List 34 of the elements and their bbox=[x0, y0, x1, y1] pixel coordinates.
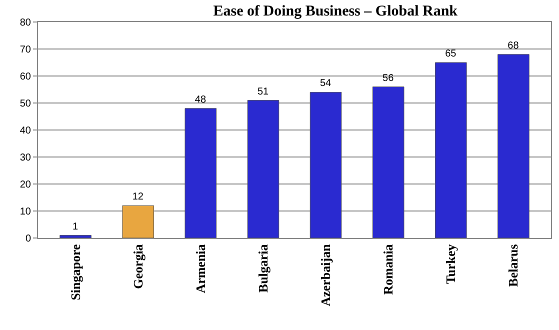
bar bbox=[372, 86, 404, 238]
y-tick-label: 0 bbox=[25, 234, 32, 244]
y-tick-label: 60 bbox=[20, 72, 32, 82]
x-tick-label: Romania bbox=[380, 244, 396, 295]
y-tick-label: 20 bbox=[20, 180, 32, 190]
bar bbox=[247, 100, 280, 238]
x-tick-label: Azerbaijan bbox=[318, 243, 334, 306]
data-label: 65 bbox=[445, 48, 457, 60]
bar bbox=[435, 62, 467, 238]
x-tick-label: Belarus bbox=[506, 244, 521, 287]
data-label: 48 bbox=[194, 94, 206, 106]
bar bbox=[122, 205, 154, 238]
chart-title: Ease of Doing Business – Global Rank bbox=[213, 3, 458, 20]
x-tick-label: Turkey bbox=[443, 244, 458, 284]
y-tick-label: 80 bbox=[20, 18, 32, 28]
x-tick-label: Georgia bbox=[130, 244, 146, 289]
data-label: 12 bbox=[132, 192, 144, 203]
y-tick-label: 10 bbox=[20, 206, 32, 218]
y-tick-label: 30 bbox=[20, 152, 32, 164]
bar bbox=[60, 235, 92, 238]
y-tick-label: 50 bbox=[20, 98, 32, 110]
x-tick-label: Bulgaria bbox=[255, 244, 270, 293]
data-label: 54 bbox=[320, 78, 332, 90]
bar bbox=[498, 54, 530, 238]
bar bbox=[184, 108, 217, 238]
data-label: 1 bbox=[72, 221, 79, 232]
data-label: 51 bbox=[257, 86, 269, 98]
x-tick-label: Singapore bbox=[68, 244, 83, 300]
x-tick-label: Armenia bbox=[192, 244, 208, 294]
y-tick-label: 40 bbox=[20, 126, 32, 136]
data-label: 68 bbox=[508, 40, 520, 52]
bar bbox=[310, 92, 342, 238]
y-tick-label: 70 bbox=[20, 44, 32, 56]
data-label: 56 bbox=[382, 72, 394, 84]
